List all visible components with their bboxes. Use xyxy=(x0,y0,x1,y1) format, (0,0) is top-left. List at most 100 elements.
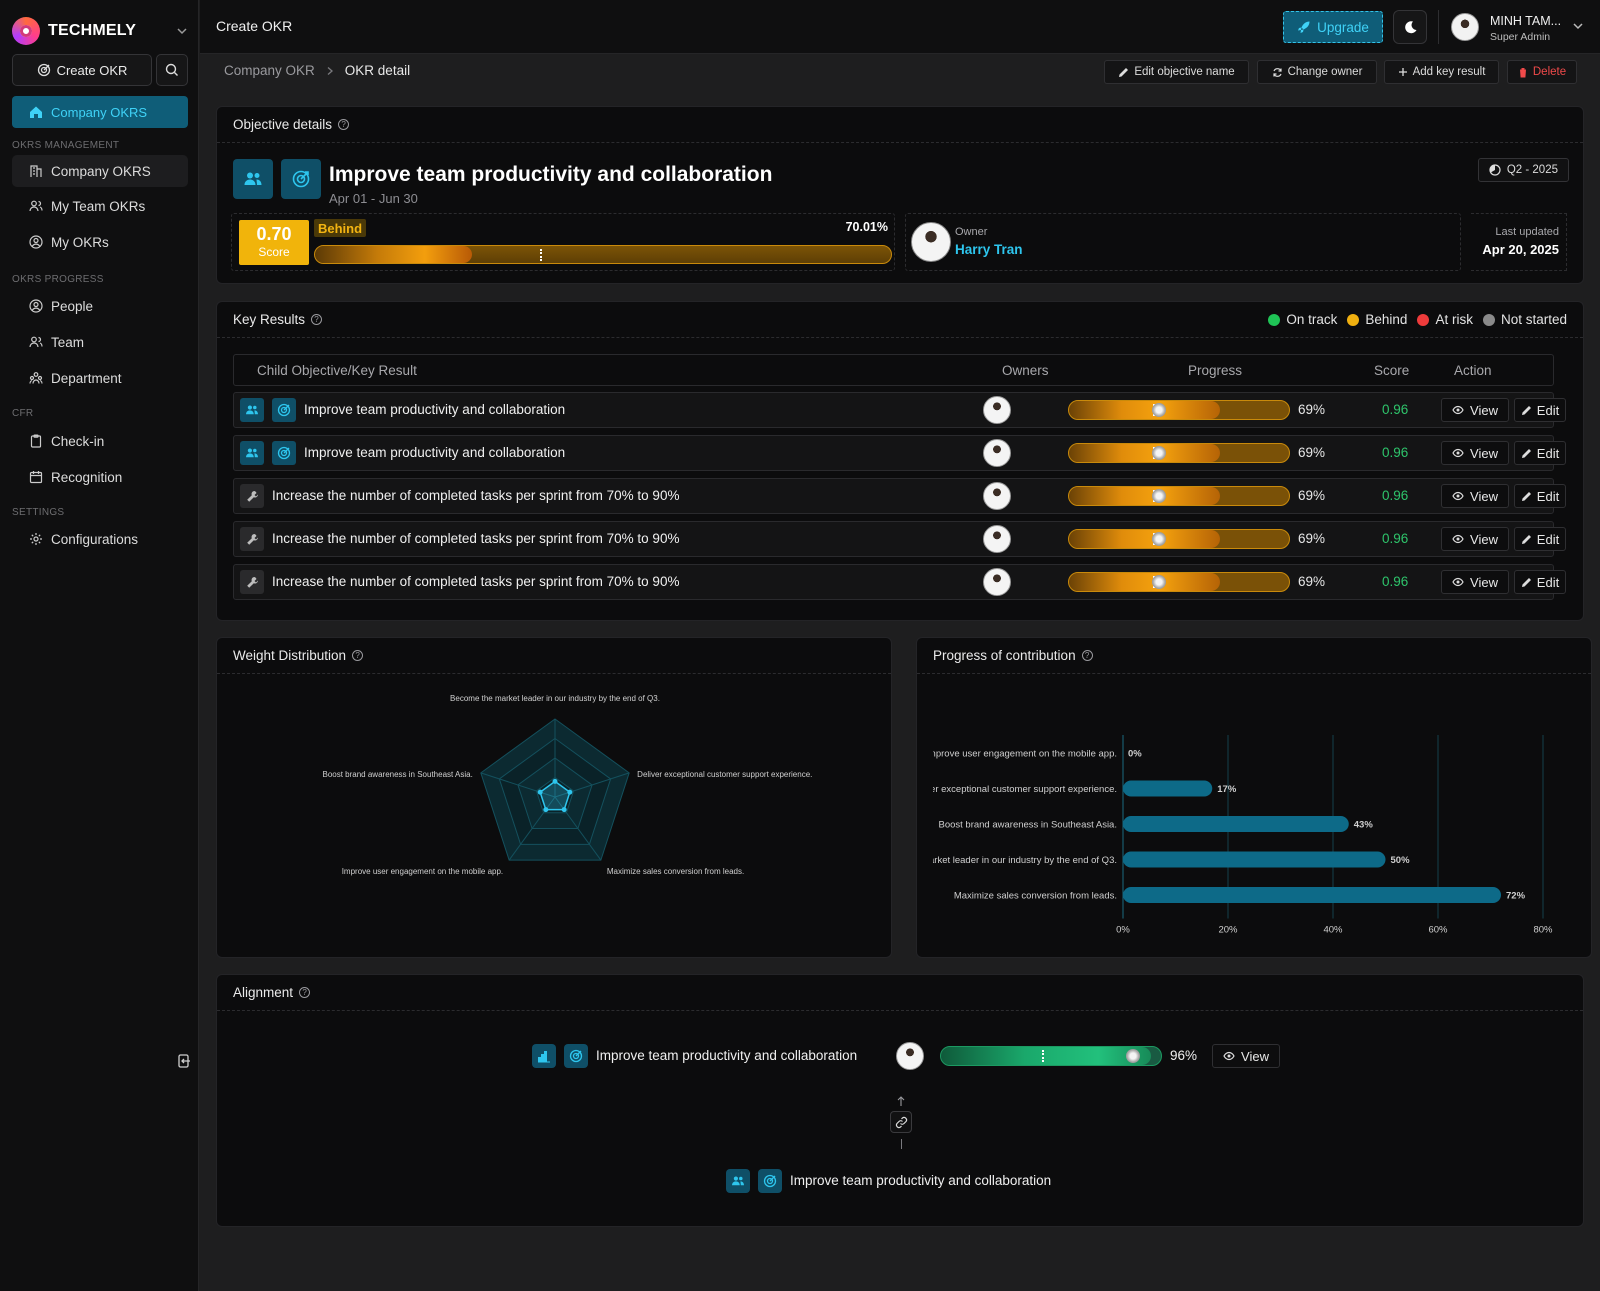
x-tick-label: 0% xyxy=(1116,925,1130,936)
sidebar-item-label: My OKRs xyxy=(51,234,109,250)
row-progress-bar xyxy=(1068,486,1290,506)
target-icon xyxy=(277,446,291,460)
collapse-sidebar-icon[interactable] xyxy=(176,1053,192,1069)
edit-objective-name-button[interactable]: Edit objective name xyxy=(1104,60,1249,84)
quarter-badge[interactable]: Q2 - 2025 xyxy=(1477,158,1569,182)
score-box: 0.70 Score xyxy=(239,220,309,265)
trash-icon xyxy=(1518,67,1527,77)
view-button[interactable]: View xyxy=(1441,527,1509,551)
user-role: Super Admin xyxy=(1490,31,1551,43)
users-icon xyxy=(246,448,258,458)
sidebar-item-company-okrs-main[interactable]: Company OKRS xyxy=(12,96,188,128)
row-progress-bar xyxy=(1068,443,1290,463)
row-progress-bar xyxy=(1068,400,1290,420)
row-name[interactable]: Improve team productivity and collaborat… xyxy=(304,402,566,417)
radar-point xyxy=(561,807,567,813)
status-legend: On track Behind At risk Not started xyxy=(1264,312,1567,327)
department-icon xyxy=(29,372,43,384)
upgrade-button[interactable]: Upgrade xyxy=(1283,11,1383,43)
brand-name: TECHMELY xyxy=(48,22,137,39)
search-button[interactable] xyxy=(156,54,188,86)
chevron-down-icon[interactable] xyxy=(1572,20,1584,32)
objective-type-icon xyxy=(281,159,321,199)
row-name[interactable]: Increase the number of completed tasks p… xyxy=(272,574,680,589)
edit-button[interactable]: Edit xyxy=(1514,527,1566,551)
y-tick-label: Deliver exceptional customer support exp… xyxy=(917,784,1117,795)
breadcrumb-current: OKR detail xyxy=(344,63,411,78)
view-button[interactable]: View xyxy=(1441,441,1509,465)
owner-name[interactable]: Harry Tran xyxy=(955,242,1023,257)
theme-toggle-button[interactable] xyxy=(1393,10,1427,44)
row-name[interactable]: Increase the number of completed tasks p… xyxy=(272,531,680,546)
link-button[interactable] xyxy=(890,1111,912,1133)
users-icon xyxy=(29,200,43,212)
button-label: View xyxy=(1470,488,1498,504)
sidebar-item-team[interactable]: Team xyxy=(12,326,188,358)
help-icon[interactable]: ? xyxy=(299,987,311,998)
avatar[interactable] xyxy=(1451,13,1479,41)
create-okr-button[interactable]: Create OKR xyxy=(12,54,152,86)
change-owner-button[interactable]: Change owner xyxy=(1257,60,1377,84)
avatar xyxy=(983,439,1011,467)
row-name[interactable]: Increase the number of completed tasks p… xyxy=(272,488,680,503)
chevron-down-icon xyxy=(177,28,187,35)
table-row[interactable]: Increase the number of completed tasks p… xyxy=(233,478,1566,514)
sidebar-item-my-team-okrs[interactable]: My Team OKRs xyxy=(12,190,188,222)
button-label: View xyxy=(1470,402,1498,418)
page-title: Create OKR xyxy=(216,18,293,34)
team-type-icon xyxy=(240,441,264,465)
sidebar-item-label: Company OKRS xyxy=(51,163,151,179)
edit-button[interactable]: Edit xyxy=(1514,484,1566,508)
view-button[interactable]: View xyxy=(1212,1044,1280,1068)
sidebar-item-check-in[interactable]: Check-in xyxy=(12,425,188,457)
objective-progress-bar xyxy=(314,245,892,264)
section-settings: SETTINGS xyxy=(12,507,65,518)
table-row[interactable]: Increase the number of completed tasks p… xyxy=(233,521,1566,557)
delete-button[interactable]: Delete xyxy=(1507,60,1577,84)
breadcrumb-parent[interactable]: Company OKR xyxy=(224,63,315,78)
sidebar-item-my-okrs[interactable]: My OKRs xyxy=(12,226,188,258)
row-progress-percent: 69% xyxy=(1298,574,1326,589)
target-marker xyxy=(540,249,542,261)
help-icon[interactable]: ? xyxy=(311,314,323,325)
table-row[interactable]: Improve team productivity and collaborat… xyxy=(233,435,1566,471)
eye-icon xyxy=(1223,1051,1235,1061)
edit-button[interactable]: Edit xyxy=(1514,398,1566,422)
score-panel: 0.70 Score Behind 70.01% xyxy=(231,213,895,271)
sidebar-item-company-okrs[interactable]: Company OKRS xyxy=(12,155,188,187)
radar-axis xyxy=(508,796,556,861)
sidebar-item-configurations[interactable]: Configurations xyxy=(12,523,188,555)
parent-objective-name[interactable]: Improve team productivity and collaborat… xyxy=(596,1048,858,1063)
view-button[interactable]: View xyxy=(1441,398,1509,422)
view-button[interactable]: View xyxy=(1441,570,1509,594)
view-button[interactable]: View xyxy=(1441,484,1509,508)
sidebar-item-people[interactable]: People xyxy=(12,290,188,322)
table-row[interactable]: Improve team productivity and collaborat… xyxy=(233,392,1566,428)
button-label: Edit xyxy=(1536,445,1560,461)
progress-fill xyxy=(1069,573,1220,591)
user-name[interactable]: MINH TAM... xyxy=(1490,14,1562,28)
child-objective-name[interactable]: Improve team productivity and collaborat… xyxy=(790,1173,1052,1188)
progress-knob xyxy=(1152,403,1166,417)
edit-button[interactable]: Edit xyxy=(1514,441,1566,465)
home-icon xyxy=(30,106,42,118)
target-icon xyxy=(37,63,50,77)
eye-icon xyxy=(1452,491,1464,501)
help-icon[interactable]: ? xyxy=(1081,650,1093,661)
row-name[interactable]: Improve team productivity and collaborat… xyxy=(304,445,566,460)
sidebar-item-label: Team xyxy=(51,334,85,350)
progress-fill xyxy=(1069,444,1220,462)
avatar xyxy=(983,568,1011,596)
divider xyxy=(1438,10,1439,44)
sidebar-item-recognition[interactable]: Recognition xyxy=(12,461,188,493)
help-icon[interactable]: ? xyxy=(338,119,350,130)
legend-dot-behind xyxy=(1347,313,1360,326)
workspace-switcher[interactable]: TECHMELY xyxy=(12,16,188,46)
radar-label: Boost brand awareness in Southeast Asia. xyxy=(322,770,472,779)
edit-button[interactable]: Edit xyxy=(1514,570,1566,594)
sidebar-item-department[interactable]: Department xyxy=(12,362,188,394)
help-icon[interactable]: ? xyxy=(352,650,364,661)
legend-dot-not-started xyxy=(1482,313,1495,326)
table-row[interactable]: Increase the number of completed tasks p… xyxy=(233,564,1566,600)
add-key-result-button[interactable]: Add key result xyxy=(1384,60,1499,84)
